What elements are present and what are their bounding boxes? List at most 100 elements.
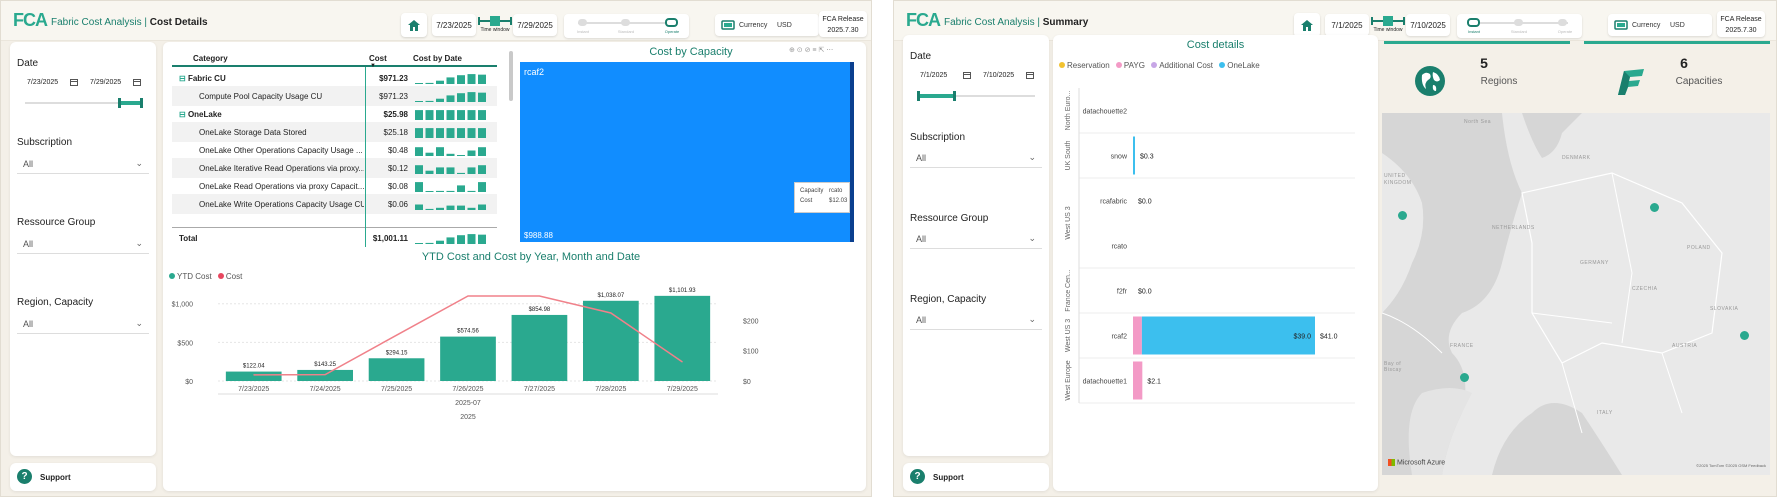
currency-selector[interactable]: Currency USD	[715, 14, 819, 36]
spark-bar	[467, 234, 476, 244]
bar-total-label: $2.1	[1147, 379, 1161, 386]
spark-bar	[457, 172, 465, 174]
chevron-down-icon: ⌄	[1028, 314, 1036, 324]
map-label: FRANCE	[1450, 343, 1474, 349]
date-from-field[interactable]: 7/1/2025	[920, 72, 948, 79]
cost-details-chart: North Euro... UK South West US 3 France Cen…	[1065, 88, 1355, 404]
resource-group-dropdown[interactable]: All ⌄	[910, 231, 1042, 249]
combo-chart: $0 $500 $1,000 $0 $100 $200 $122.04 7/23/2025 $1…	[172, 288, 759, 421]
region-capacity-dropdown[interactable]: All ⌄	[17, 316, 149, 334]
slider-handle-end[interactable]	[953, 91, 957, 101]
currency-icon	[721, 20, 735, 30]
currency-selector[interactable]: Currency USD	[1608, 14, 1712, 36]
spark-bar	[436, 80, 444, 84]
slider-handle-start[interactable]	[117, 98, 121, 108]
map-attribution[interactable]: ©2025 TomTom ©2025 OSM Feedback	[1696, 463, 1766, 468]
header-start-date[interactable]: 7/1/2025	[1325, 14, 1369, 36]
slider-handle-start[interactable]	[917, 91, 920, 101]
time-window-control[interactable]: Time window	[477, 15, 513, 33]
map-marker-france-central[interactable]	[1460, 373, 1469, 382]
spark-bar	[478, 110, 486, 120]
spark-bar	[478, 204, 486, 210]
spark-bar	[478, 165, 486, 174]
capacity-label: rcaf2	[1111, 334, 1127, 341]
collapse-toggle-icon[interactable]: ⊟	[179, 74, 188, 83]
header-end-date[interactable]: 7/10/2025	[1406, 14, 1450, 36]
spark-bar	[436, 190, 444, 192]
matrix-row-label: OneLake Iterative Read Operations via pr…	[199, 164, 364, 173]
date-to-field[interactable]: 7/10/2025	[983, 72, 1015, 79]
subscription-dropdown[interactable]: All ⌄	[910, 150, 1042, 168]
spark-bar	[446, 237, 455, 244]
subscription-filter-label: Subscription	[910, 132, 966, 143]
home-button[interactable]	[1294, 13, 1320, 37]
matrix-row[interactable]: OneLake Iterative Read Operations via pr…	[172, 158, 497, 178]
legend-label-ytd: YTD Cost	[177, 272, 212, 281]
mode-toggle[interactable]: Instant Standard Operate	[1457, 14, 1582, 38]
collapse-toggle-icon[interactable]: ⊟	[179, 110, 188, 119]
time-window-control[interactable]: Time window	[1370, 15, 1406, 33]
matrix-row[interactable]: ⊟ OneLake $25.98	[172, 104, 497, 124]
sparkline	[415, 74, 486, 84]
combo-chart-legend: YTD Cost Cost	[169, 272, 242, 281]
spark-bar	[467, 110, 476, 120]
help-icon: ?	[910, 469, 925, 484]
help-icon: ?	[17, 469, 32, 484]
date-range-slider[interactable]	[25, 98, 143, 108]
spark-bar	[467, 128, 476, 138]
y-left-tick-label: $0	[185, 379, 193, 386]
matrix-row[interactable]: ⊟ Fabric CU $971.23	[172, 68, 497, 88]
map-marker-north-europe[interactable]	[1650, 203, 1659, 212]
home-button[interactable]	[401, 13, 427, 37]
date-from-field[interactable]: 7/23/2025	[27, 79, 59, 86]
cost-point	[253, 374, 255, 376]
home-icon	[1301, 19, 1313, 31]
spark-bar	[425, 110, 434, 120]
header-start-date[interactable]: 7/23/2025	[432, 14, 476, 36]
matrix-header-row	[172, 51, 497, 67]
calendar-icon	[1026, 72, 1034, 79]
slider-handle-end[interactable]	[140, 98, 143, 108]
chevron-down-icon: ⌄	[135, 318, 143, 328]
x-tick-label: 7/23/2025	[238, 386, 269, 393]
map-land	[1382, 113, 1770, 475]
spark-bar	[457, 75, 465, 84]
region-map[interactable]: North Sea UNITED KINGDOM DENMARK NETHERL…	[1382, 113, 1770, 475]
matrix-header-category[interactable]: Category	[193, 54, 228, 63]
spark-bar	[425, 100, 434, 102]
matrix-scrollbar[interactable]	[509, 51, 513, 101]
spark-bar	[436, 207, 444, 210]
spark-bar	[467, 207, 476, 210]
matrix-header-cost[interactable]: Cost	[369, 54, 387, 63]
matrix-header-cost-by-date[interactable]: Cost by Date	[413, 54, 462, 63]
map-label: Bay of Biscay	[1384, 361, 1402, 373]
date-range-slider[interactable]	[917, 91, 1035, 101]
region-capacity-dropdown[interactable]: All ⌄	[910, 312, 1042, 330]
segment-onelake	[1133, 136, 1135, 175]
treemap-tile-rcaf2[interactable]: rcaf2 $988.88 Capacity rcato Cost $12.03	[520, 62, 854, 242]
map-marker-uk-south[interactable]	[1398, 211, 1407, 220]
matrix-row[interactable]: Compute Pool Capacity Usage CU $971.23	[172, 86, 497, 106]
matrix-row[interactable]: OneLake Other Operations Capacity Usage …	[172, 140, 497, 160]
x-tick-label: 7/25/2025	[381, 386, 412, 393]
bar-total-label: $0.0	[1138, 289, 1152, 296]
map-marker-west-europe[interactable]	[1740, 331, 1749, 340]
header-end-date[interactable]: 7/29/2025	[513, 14, 557, 36]
resource-group-dropdown[interactable]: All ⌄	[17, 236, 149, 254]
visual-header-icons[interactable]: ⊕ ⊙ ⊘ ≡ ⇱ ⋯	[789, 47, 834, 54]
mode-toggle[interactable]: Instant Standard Operate	[564, 14, 689, 38]
map-label: NETHERLANDS	[1492, 225, 1535, 231]
matrix-row[interactable]: OneLake Storage Data Stored $25.18	[172, 122, 497, 142]
ytd-bar-label: $294.15	[386, 350, 408, 356]
spark-bar	[478, 182, 486, 192]
date-to-field[interactable]: 7/29/2025	[90, 79, 122, 86]
sparkline	[415, 234, 486, 244]
matrix-row[interactable]: OneLake Read Operations via proxy Capaci…	[172, 176, 497, 196]
cost-point	[610, 312, 612, 314]
matrix-row[interactable]: OneLake Write Operations Capacity Usage …	[172, 194, 497, 214]
support-button[interactable]: ? Support	[10, 463, 156, 491]
support-button[interactable]: ? Support	[903, 463, 1049, 491]
legend-swatch-reservation	[1059, 62, 1065, 68]
subscription-dropdown[interactable]: All ⌄	[17, 156, 149, 174]
time-window-icon	[1371, 16, 1405, 26]
